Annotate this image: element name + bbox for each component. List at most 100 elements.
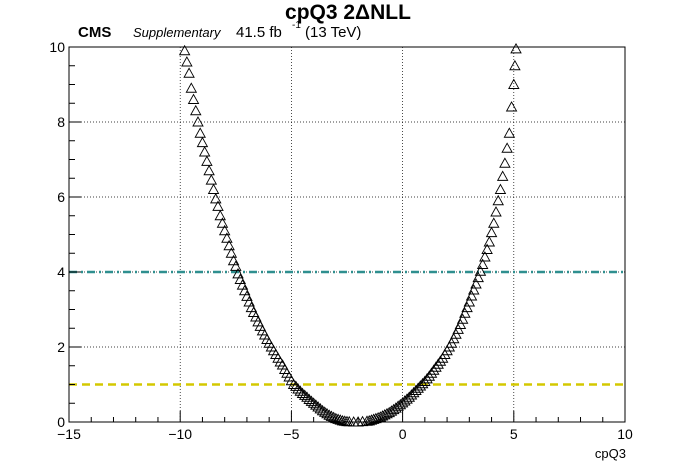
data-point [505, 101, 518, 112]
x-tick-label: −5 [283, 426, 299, 442]
x-tick-label: 0 [399, 426, 407, 442]
data-point [510, 42, 522, 54]
data-point [494, 183, 507, 194]
data-point [496, 170, 509, 181]
data-point [298, 389, 311, 400]
data-point [203, 164, 215, 176]
data-point [178, 44, 191, 56]
data-point [508, 78, 520, 89]
data-point [461, 301, 473, 313]
data-point [294, 385, 307, 396]
data-point [214, 209, 226, 221]
data-point [218, 224, 231, 236]
data-point [305, 395, 318, 406]
data-point [187, 93, 200, 104]
data-point [459, 307, 471, 318]
data-point [205, 174, 218, 185]
axis-ticks [68, 46, 626, 423]
data-point [430, 361, 442, 372]
lumi-exponent: -1 [292, 20, 301, 31]
data-point [303, 393, 315, 404]
data-point [419, 375, 431, 386]
data-point [425, 367, 438, 378]
data-point [390, 402, 402, 413]
data-point [290, 380, 302, 391]
data-point [196, 136, 209, 148]
data-point [463, 296, 476, 307]
data-point [212, 200, 224, 211]
data-point [296, 387, 309, 398]
data-point [301, 391, 313, 402]
x-tick-label: 5 [510, 426, 518, 442]
data-point [310, 399, 322, 410]
data-point [292, 383, 304, 394]
data-point [230, 260, 242, 271]
data-point [485, 226, 498, 238]
x-axis-label: cpQ3 [595, 446, 626, 461]
data-point [194, 127, 206, 138]
data-point [396, 396, 409, 408]
y-tick-label: 6 [57, 189, 65, 205]
data-point [474, 265, 487, 276]
data-point [468, 284, 480, 295]
data-point [307, 397, 320, 408]
data-point [185, 82, 198, 93]
status-label: Supplementary [133, 25, 222, 40]
data-point [192, 116, 204, 127]
data-point [492, 194, 504, 206]
data-point [225, 247, 238, 258]
y-tick-label: 2 [57, 339, 65, 355]
data-point [399, 395, 411, 406]
y-tick-label: 0 [57, 414, 65, 430]
data-point [394, 398, 407, 410]
data-point [456, 313, 469, 324]
data-point [318, 406, 331, 417]
reference-lines [69, 270, 625, 386]
energy-label: (13 TeV) [305, 24, 361, 41]
data-point [314, 402, 327, 414]
y-tick-label: 4 [57, 264, 65, 280]
data-point [287, 378, 300, 389]
data-point [274, 356, 287, 367]
data-point [183, 67, 195, 78]
data-point [321, 407, 333, 419]
y-tick-label: 10 [49, 39, 65, 55]
data-point [503, 127, 516, 138]
data-point [490, 206, 502, 217]
data-point [509, 59, 521, 71]
chart-title: cpQ3 2ΔNLL [285, 1, 411, 24]
data-point [483, 236, 496, 247]
data-point [481, 243, 493, 254]
data-point [210, 192, 222, 204]
data-point [392, 400, 404, 411]
data-point [312, 401, 324, 412]
data-point [181, 56, 193, 67]
data-point [427, 364, 440, 375]
data-point [325, 410, 338, 421]
data-point [470, 278, 482, 289]
x-tick-label: −15 [57, 426, 81, 442]
data-point [488, 217, 500, 228]
data-point [201, 155, 213, 166]
data-point [472, 271, 484, 283]
data-point [207, 183, 220, 194]
data-point [198, 146, 211, 157]
data-point [499, 157, 511, 168]
data-point [432, 358, 444, 369]
data-point [423, 370, 436, 381]
data-points [178, 42, 522, 427]
data-point [190, 104, 202, 116]
data-point [323, 409, 335, 420]
data-point [454, 318, 467, 329]
data-point [316, 404, 329, 416]
lumi-value: 41.5 fb [236, 24, 282, 41]
data-point [221, 232, 233, 243]
x-tick-label: 10 [617, 426, 633, 442]
data-point [476, 258, 489, 269]
experiment-label: CMS [78, 24, 111, 41]
tick-labels: −15 −10 −5 0 5 10 0 2 4 6 8 10 [49, 39, 633, 442]
data-point [465, 290, 478, 301]
data-point [216, 217, 229, 228]
